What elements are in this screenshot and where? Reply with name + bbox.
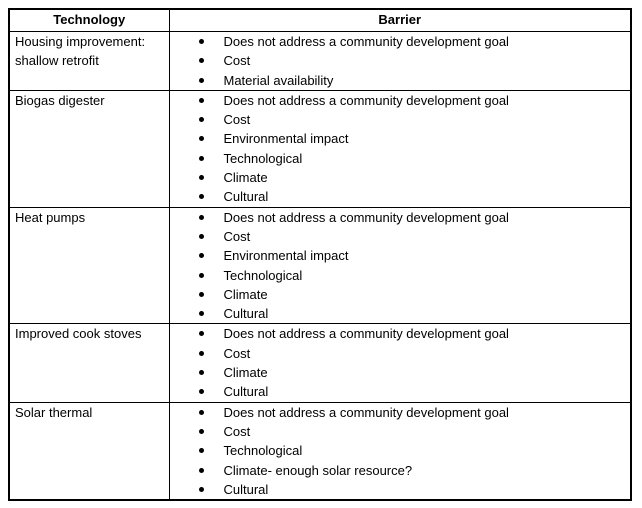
barrier-list: Does not address a community development… (170, 403, 631, 499)
technology-cell: Solar thermal (8, 401, 170, 501)
column-header-technology: Technology (8, 8, 170, 32)
barrier-item: Cultural (198, 480, 627, 499)
barrier-item: Climate (198, 285, 627, 304)
barrier-item: Does not address a community development… (198, 208, 627, 227)
barrier-item: Cultural (198, 382, 627, 401)
table-row-heat-pumps: Heat pumps Does not address a community … (8, 206, 632, 325)
barrier-list: Does not address a community development… (170, 208, 631, 324)
barrier-item: Cost (198, 110, 627, 129)
barrier-item: Technological (198, 266, 627, 285)
barrier-item: Cultural (198, 187, 627, 206)
table-row-solar-thermal: Solar thermal Does not address a communi… (8, 401, 632, 501)
barrier-list: Does not address a community development… (170, 32, 631, 90)
barrier-list: Does not address a community development… (170, 324, 631, 401)
barrier-item: Does not address a community development… (198, 324, 627, 343)
technology-barrier-table: Technology Barrier Housing improvement: … (8, 8, 632, 502)
barrier-item: Cost (198, 51, 627, 70)
barrier-cell: Does not address a community development… (168, 401, 632, 501)
technology-cell: Heat pumps (8, 206, 170, 325)
barrier-item: Material availability (198, 71, 627, 90)
barrier-item: Environmental impact (198, 246, 627, 265)
table-row-biogas-digester: Biogas digester Does not address a commu… (8, 89, 632, 208)
barrier-item: Does not address a community development… (198, 91, 627, 110)
barrier-item: Cost (198, 344, 627, 363)
barrier-list: Does not address a community development… (170, 91, 631, 207)
header-row: Technology Barrier (8, 8, 632, 32)
technology-cell: Housing improvement: shallow retrofit (8, 31, 170, 91)
barrier-item: Climate (198, 363, 627, 382)
table-row-improved-cook-stoves: Improved cook stoves Does not address a … (8, 323, 632, 403)
barrier-cell: Does not address a community development… (168, 31, 632, 91)
barrier-cell: Does not address a community development… (168, 89, 632, 208)
barrier-item: Does not address a community development… (198, 32, 627, 51)
barrier-item: Does not address a community development… (198, 403, 627, 422)
barrier-cell: Does not address a community development… (168, 206, 632, 325)
barrier-item: Technological (198, 441, 627, 460)
barrier-item: Environmental impact (198, 129, 627, 148)
barrier-item: Cost (198, 422, 627, 441)
barrier-item: Cost (198, 227, 627, 246)
barrier-item: Technological (198, 149, 627, 168)
technology-cell: Biogas digester (8, 89, 170, 208)
technology-cell: Improved cook stoves (8, 323, 170, 403)
barrier-item: Cultural (198, 304, 627, 323)
table-row-housing-improvement: Housing improvement: shallow retrofit Do… (8, 31, 632, 91)
barrier-item: Climate- enough solar resource? (198, 461, 627, 480)
barrier-cell: Does not address a community development… (168, 323, 632, 403)
barrier-item: Climate (198, 168, 627, 187)
column-header-barrier: Barrier (168, 8, 632, 32)
